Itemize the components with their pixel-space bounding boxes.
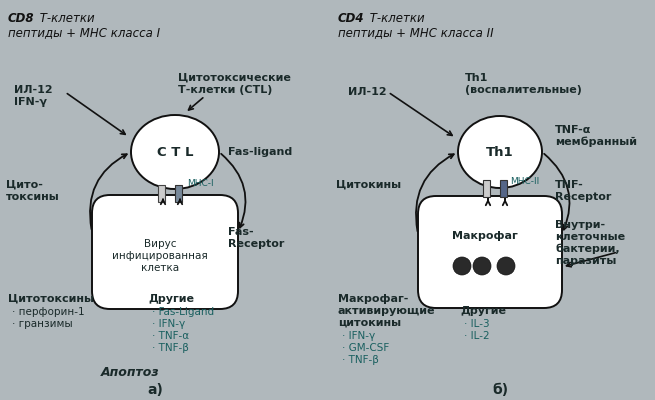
Text: Апоптоз: Апоптоз [101, 366, 159, 378]
Text: Fas-: Fas- [228, 227, 253, 237]
Text: · гранзимы: · гранзимы [12, 319, 73, 329]
FancyBboxPatch shape [418, 196, 562, 308]
Text: Receptor: Receptor [228, 239, 284, 249]
Text: Th1: Th1 [465, 73, 489, 83]
FancyBboxPatch shape [92, 195, 238, 309]
Text: · TNF-α: · TNF-α [152, 331, 189, 341]
Text: · IL-3: · IL-3 [464, 319, 490, 329]
Text: Цито-: Цито- [6, 180, 43, 190]
Text: МНС-I: МНС-I [187, 178, 214, 188]
Ellipse shape [131, 115, 219, 189]
Text: Макрофаг: Макрофаг [452, 231, 518, 241]
Text: ИЛ-12: ИЛ-12 [348, 87, 386, 97]
Text: · TNF-β: · TNF-β [342, 355, 379, 365]
Text: Внутри-: Внутри- [555, 220, 605, 230]
Text: пептиды + МНС класса II: пептиды + МНС класса II [338, 26, 494, 39]
Text: · перфорин-1: · перфорин-1 [12, 307, 84, 317]
Text: бактерии,: бактерии, [555, 244, 620, 254]
Text: паразиты: паразиты [555, 256, 616, 266]
Bar [483, 180, 489, 197]
Text: Другие: Другие [460, 306, 506, 316]
Text: Вирус: Вирус [143, 239, 176, 249]
Text: Т-клетки (CTL): Т-клетки (CTL) [178, 85, 272, 95]
Text: CD4: CD4 [338, 12, 364, 25]
Text: · Fas-Ligand: · Fas-Ligand [152, 307, 214, 317]
Text: (воспалительные): (воспалительные) [465, 85, 582, 95]
Text: Цитотоксины: Цитотоксины [8, 294, 94, 304]
Text: С Т L: С Т L [157, 146, 193, 158]
Text: клеточные: клеточные [555, 232, 625, 242]
Text: клетка: клетка [141, 263, 179, 273]
Text: · TNF-β: · TNF-β [152, 343, 189, 353]
Text: Другие: Другие [148, 294, 194, 304]
Text: б): б) [492, 383, 508, 397]
Circle shape [497, 257, 515, 275]
Text: IFN-γ: IFN-γ [14, 97, 47, 107]
Text: · IFN-γ: · IFN-γ [342, 331, 375, 341]
Text: CD8: CD8 [8, 12, 35, 25]
Text: Т-клетки: Т-клетки [36, 12, 94, 25]
Text: · IL-2: · IL-2 [464, 331, 490, 341]
Circle shape [453, 257, 471, 275]
Circle shape [473, 257, 491, 275]
Text: TNF-α: TNF-α [555, 125, 591, 135]
Bar [174, 185, 181, 202]
Text: Th1: Th1 [486, 146, 514, 158]
Text: Цитотоксические: Цитотоксические [178, 73, 291, 83]
Bar [157, 185, 164, 202]
Bar [500, 180, 506, 197]
Text: пептиды + МНС класса I: пептиды + МНС класса I [8, 26, 160, 39]
Text: Макрофаг-: Макрофаг- [338, 294, 408, 304]
Text: · GM-CSF: · GM-CSF [342, 343, 389, 353]
Ellipse shape [458, 116, 542, 188]
Text: МНС-II: МНС-II [510, 178, 539, 186]
Text: Fas-ligand: Fas-ligand [228, 147, 292, 157]
Text: инфицированная: инфицированная [112, 251, 208, 261]
Text: Т-клетки: Т-клетки [366, 12, 424, 25]
Text: · IFN-γ: · IFN-γ [152, 319, 185, 329]
Text: ИЛ-12: ИЛ-12 [14, 85, 52, 95]
Text: TNF-: TNF- [555, 180, 584, 190]
Text: Цитокины: Цитокины [336, 180, 401, 190]
Text: а): а) [147, 383, 163, 397]
Text: токсины: токсины [6, 192, 60, 202]
Text: мембранный: мембранный [555, 137, 637, 147]
Text: цитокины: цитокины [338, 318, 401, 328]
Text: Receptor: Receptor [555, 192, 611, 202]
Text: активирующие: активирующие [338, 306, 436, 316]
